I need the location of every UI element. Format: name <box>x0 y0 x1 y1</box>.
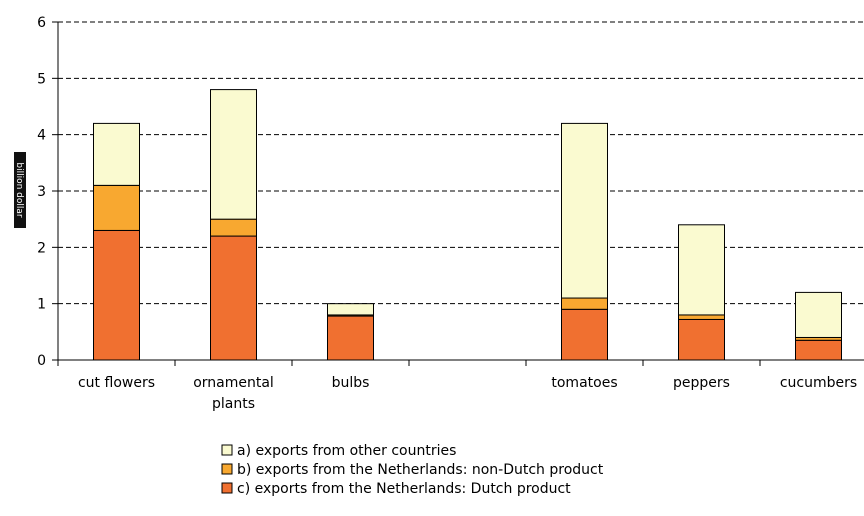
x-category-label-1-1: plants <box>212 396 255 412</box>
legend-label-0: c) exports from the Netherlands: Dutch p… <box>237 481 571 497</box>
y-tick-label-3: 3 <box>37 184 46 200</box>
y-tick-label-6: 6 <box>37 15 46 31</box>
x-category-label-1-0: ornamental <box>193 375 274 391</box>
legend-swatch-1 <box>221 463 233 475</box>
x-category-label-0-0: cut flowers <box>78 375 155 391</box>
legend-swatch-2 <box>221 444 233 456</box>
y-tick-label-0: 0 <box>37 353 46 369</box>
bar-4-series-2 <box>561 122 608 299</box>
bar-2-series-2 <box>327 303 374 316</box>
bar-0-series-0 <box>93 229 140 361</box>
y-axis-label-group: billion dollar <box>14 152 26 228</box>
y-axis-label-text: billion dollar <box>14 162 24 218</box>
y-axis-label: billion dollar <box>14 152 26 228</box>
bar-1-series-0 <box>210 235 257 361</box>
axes: 0 1 2 3 4 5 6 cut flowers ornamental plants bulbs t… <box>37 15 864 412</box>
bar-6-series-0 <box>795 339 842 361</box>
bars <box>93 89 842 361</box>
x-category-label-4-0: tomatoes <box>551 375 617 391</box>
bar-1-series-1 <box>210 218 257 237</box>
gridlines <box>58 21 864 305</box>
y-tick-label-4: 4 <box>37 128 46 144</box>
x-category-label-6-0: cucumbers <box>780 375 857 391</box>
bar-5-series-0 <box>678 318 725 361</box>
legend-swatch-0 <box>221 482 233 494</box>
bar-5-series-1 <box>678 314 725 320</box>
x-category-label-5-0: peppers <box>673 375 730 391</box>
bar-6-series-2 <box>795 291 842 338</box>
y-tick-label-5: 5 <box>37 71 46 87</box>
legend-label-2: a) exports from other countries <box>237 443 456 459</box>
bar-0-series-1 <box>93 184 140 231</box>
bar-1-series-2 <box>210 89 257 220</box>
y-tick-label-2: 2 <box>37 240 46 256</box>
x-category-label-2-0: bulbs <box>332 375 370 391</box>
legend: a) exports from other countries b) export… <box>221 443 604 497</box>
y-axis-label-box <box>14 152 26 228</box>
bar-4-series-0 <box>561 308 608 361</box>
bar-2-series-0 <box>327 315 374 361</box>
legend-label-1: b) exports from the Netherlands: non-Dut… <box>237 462 604 478</box>
bar-5-series-2 <box>678 224 725 316</box>
bar-4-series-1 <box>561 297 608 310</box>
y-tick-label-1: 1 <box>37 297 46 313</box>
bar-0-series-2 <box>93 122 140 186</box>
